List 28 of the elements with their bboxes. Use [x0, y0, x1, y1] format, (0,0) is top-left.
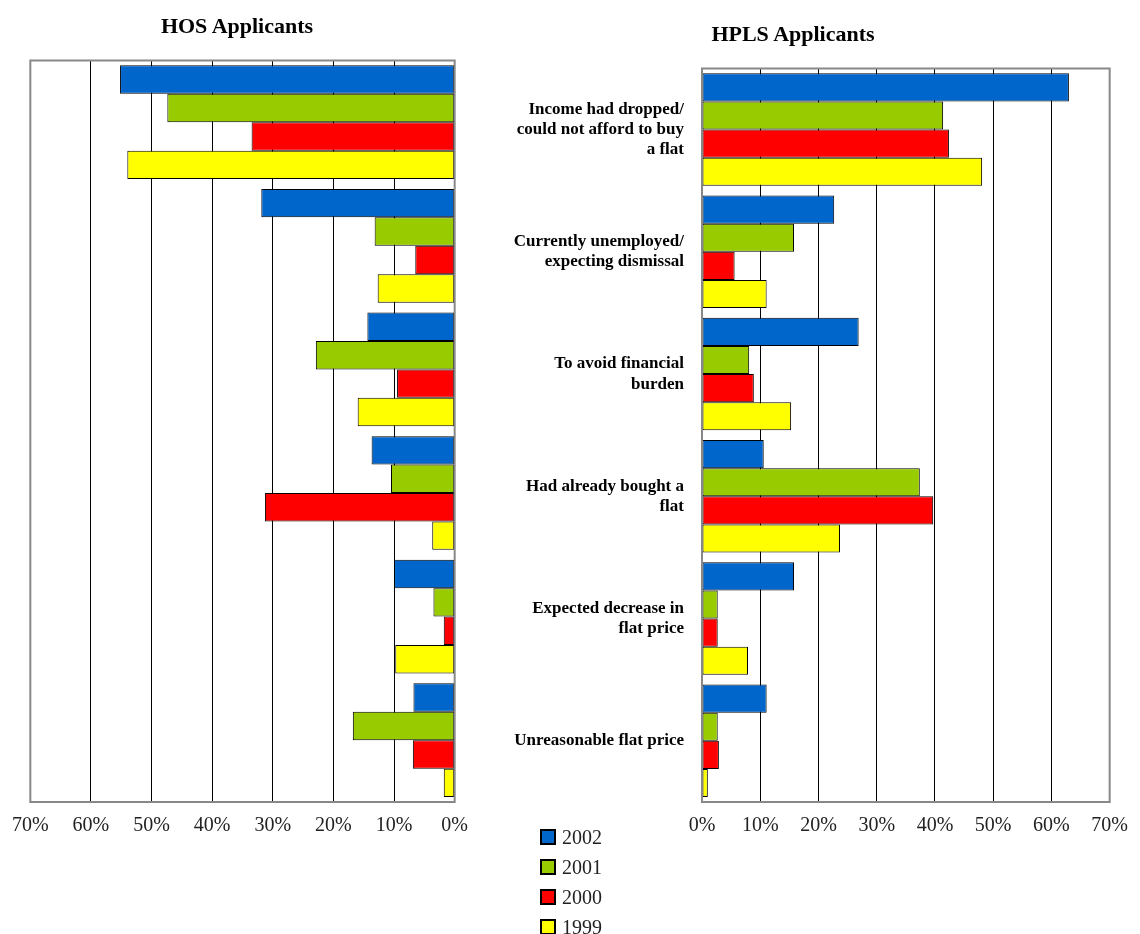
x-tick-label: 20%: [315, 813, 352, 836]
x-tick-label: 60%: [1033, 813, 1070, 836]
y-tick-label: Income had dropped/ could not afford to buy a flat: [516, 98, 685, 159]
x-tick-label: 0%: [688, 813, 716, 836]
x-tick-label: 30%: [254, 813, 292, 836]
x-tick-label: 40%: [916, 813, 954, 836]
x-tick-label: 30%: [858, 813, 896, 836]
x-tick-label: 10%: [375, 813, 413, 836]
legend-label: 2002: [562, 825, 602, 849]
legend-label: 2000: [562, 885, 602, 909]
y-tick-label: Had already bought a flat: [526, 475, 685, 515]
x-tick-label: 70%: [1091, 813, 1129, 836]
chart-title: HPLS Applicants: [711, 20, 876, 46]
y-tick-label: To avoid financial burden: [554, 353, 685, 393]
x-tick-label: 50%: [974, 813, 1012, 836]
x-tick-label: 20%: [800, 813, 837, 836]
y-tick-label: Unreasonable flat price: [514, 730, 685, 750]
x-tick-label: 40%: [193, 813, 231, 836]
legend-label: 1999: [562, 915, 602, 934]
x-tick-label: 50%: [133, 813, 170, 836]
chart-title: HOS Applicants: [160, 12, 314, 38]
x-tick-label: 70%: [11, 813, 49, 836]
y-tick-label: Expected decrease in flat price: [532, 597, 685, 638]
x-tick-label: 60%: [72, 813, 110, 836]
y-tick-label: Currently unemployed/ expecting dismissal: [513, 230, 685, 271]
x-tick-label: 10%: [741, 813, 779, 836]
x-tick-label: 0%: [441, 813, 469, 836]
legend-label: 2001: [562, 855, 602, 879]
